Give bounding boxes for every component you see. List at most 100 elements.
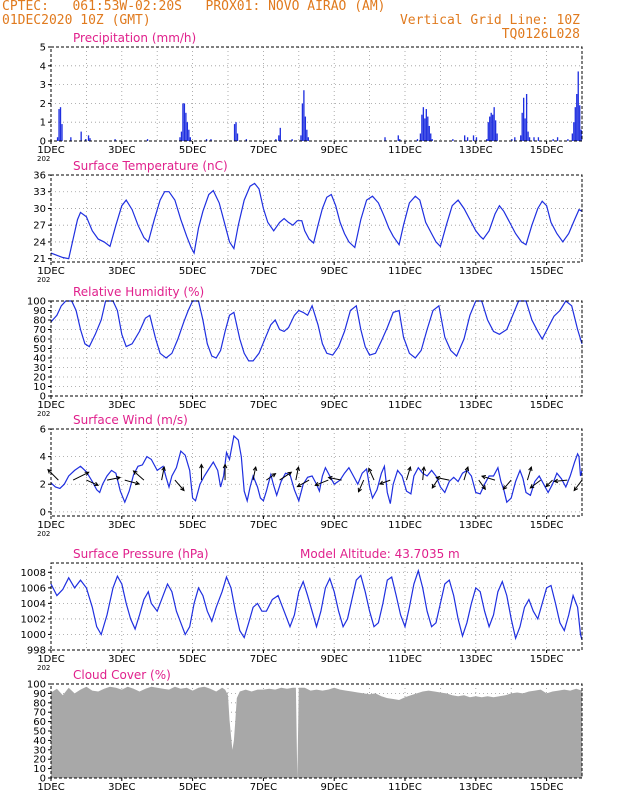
precip-bar-72 [552, 139, 554, 141]
wind-vector-13 [295, 466, 299, 481]
precip-bar-37 [399, 139, 401, 141]
precip-bar-4 [70, 137, 72, 141]
x-tick-label: 5DEC [179, 145, 206, 156]
y-tick-label: 6 [40, 425, 46, 436]
precip-bar-12 [180, 131, 183, 141]
precip-bar-32 [304, 116, 307, 141]
precip-bar-74 [567, 139, 569, 141]
wind-vector-head-32 [573, 486, 579, 492]
precip-bar-24 [245, 139, 248, 141]
precip-bar-46 [430, 133, 432, 141]
panel-3 [47, 428, 583, 519]
x-tick-label: 3DEC [108, 145, 135, 156]
x-year-label-cut: 202 [37, 664, 50, 672]
x-tick-label: 9DEC [321, 520, 348, 531]
wind-vector-head-10 [252, 466, 258, 472]
wind-vector-29 [529, 479, 542, 489]
x-tick-label: 11DEC [388, 782, 422, 793]
x-tick-label: 5DEC [179, 782, 206, 793]
y-tick-label: 60 [33, 335, 46, 346]
precip-bar-62 [514, 137, 516, 141]
wind-vector-7 [174, 479, 185, 491]
wind-vector-head-8 [199, 463, 204, 469]
x-tick-label: 7DEC [250, 400, 277, 411]
x-tick-label: 9DEC [321, 266, 348, 277]
x-tick-label: 1DEC [37, 654, 64, 665]
y-tick-label: 27 [33, 221, 46, 232]
precip-bar-31 [303, 90, 305, 141]
header-datetime: 01DEC2020 10Z (GMT) [2, 13, 151, 28]
series-line-4 [50, 568, 583, 641]
x-tick-label: 9DEC [321, 654, 348, 665]
precip-bar-79 [577, 71, 579, 141]
precip-bar-64 [521, 112, 523, 141]
precip-bar-22 [235, 122, 237, 141]
precip-bar-71 [537, 137, 540, 141]
y-tick-label: 60 [33, 717, 46, 728]
y-tick-label: 33 [33, 187, 46, 198]
y-tick-label: 5 [40, 43, 46, 54]
wind-vector-head-18 [368, 467, 373, 473]
y-tick-label: 24 [33, 237, 46, 248]
panel-title: Cloud Cover (%) [73, 668, 171, 682]
y-tick-label: 80 [33, 316, 46, 327]
x-tick-label: 7DEC [250, 145, 277, 156]
wind-vector-18 [368, 468, 375, 481]
y-tick-label: 40 [33, 736, 46, 747]
panel-frame [50, 300, 583, 397]
precip-bar-25 [275, 139, 277, 141]
precip-bar-21 [233, 124, 236, 141]
y-tick-label: 100 [27, 680, 46, 691]
wind-vector-head-14 [296, 483, 302, 488]
y-tick-label: 30 [33, 363, 46, 374]
wind-vector-head-4 [135, 480, 141, 486]
wind-vector-15 [315, 479, 329, 486]
precip-bar-39 [419, 133, 422, 141]
wind-vector-head-25 [481, 485, 486, 491]
wind-vector-0 [47, 469, 59, 481]
x-tick-label: 1DEC [37, 266, 64, 277]
wind-vector-6 [161, 466, 165, 481]
precip-bar-52 [475, 137, 478, 141]
precip-bar-34 [307, 137, 309, 141]
panel-frame [50, 174, 583, 263]
wind-vector-22 [431, 479, 438, 489]
precip-bar-47 [431, 139, 433, 141]
wind-vector-head-0 [47, 468, 52, 474]
y-tick-label: 0 [40, 392, 46, 403]
x-tick-label: 3DEC [108, 266, 135, 277]
precip-bar-48 [452, 139, 454, 141]
y-tick-label: 36 [33, 171, 46, 182]
precip-bar-36 [397, 135, 399, 141]
precip-bar-2 [59, 107, 62, 141]
wind-vector-head-5 [132, 470, 138, 475]
precip-bar-26 [278, 135, 280, 141]
y-tick-label: 70 [33, 708, 46, 719]
y-tick-label: 100 [27, 297, 46, 308]
panel-1 [48, 174, 583, 265]
x-tick-label: 1DEC [37, 782, 64, 793]
x-tick-label: 11DEC [388, 266, 422, 277]
precip-bar-59 [494, 120, 497, 141]
precip-bar-51 [472, 135, 475, 141]
wind-vector-1 [72, 471, 89, 481]
precip-bar-49 [464, 135, 466, 141]
y-tick-label: 2 [40, 99, 46, 110]
x-tick-label: 9DEC [321, 145, 348, 156]
wind-vector-head-7 [180, 486, 185, 492]
series-line-2 [50, 300, 583, 362]
wind-vector-32 [573, 479, 583, 491]
y-tick-label: 30 [33, 204, 46, 215]
precip-bar-45 [428, 125, 430, 141]
x-tick-label: 11DEC [388, 400, 422, 411]
precip-bar-65 [523, 97, 525, 141]
y-tick-label: 1002 [21, 614, 46, 625]
wind-vector-2 [86, 479, 99, 486]
precip-bar-3 [61, 124, 63, 141]
x-tick-label: 15DEC [530, 654, 564, 665]
x-tick-label: 13DEC [459, 782, 493, 793]
model-altitude-label: Model Altitude: 43.7035 m [300, 547, 460, 561]
precip-bar-40 [421, 114, 423, 141]
y-tick-label: 3 [40, 80, 46, 91]
wind-vector-head-9 [222, 463, 228, 469]
